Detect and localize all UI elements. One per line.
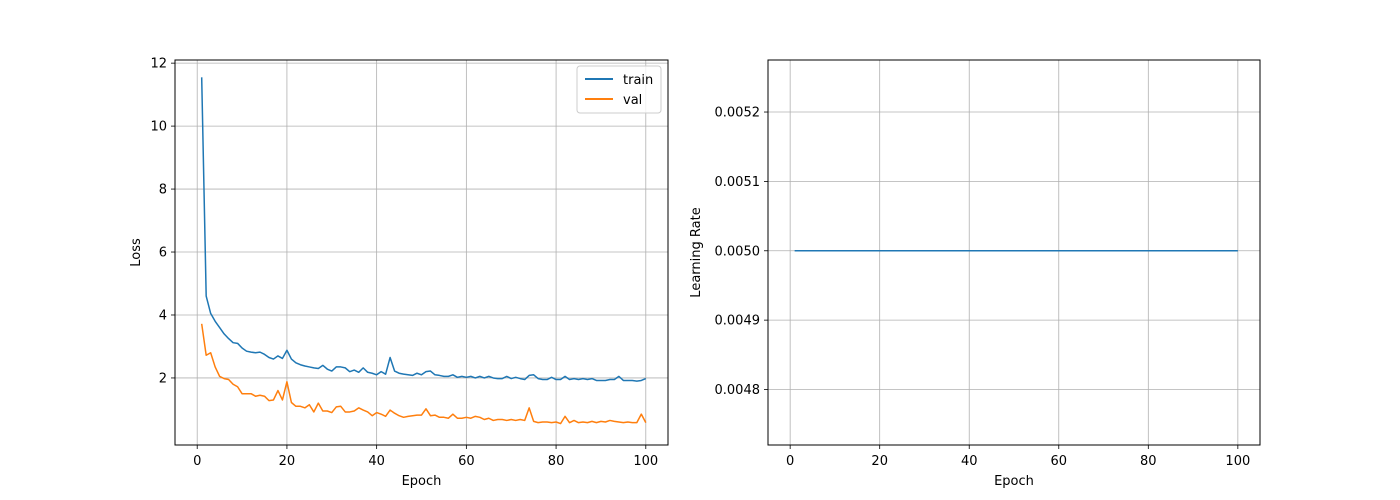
loss-val-line	[200, 323, 647, 425]
loss-y-axis-label: Loss	[129, 238, 144, 267]
loss-grid	[175, 60, 668, 445]
learning-rate-chart: 0 20 40 60 80 100 0.0048 0.0049 0.0050 0.0051 0.00…	[689, 59, 1261, 489]
loss-x-tick-label: 80	[548, 454, 565, 469]
loss-plot-area	[175, 60, 668, 445]
loss-y-tick-label: 6	[159, 246, 167, 261]
loss-y-tick-label: 10	[150, 120, 167, 135]
loss-y-tick-label: 4	[159, 308, 167, 323]
loss-x-tick-label: 60	[458, 454, 475, 469]
lr-x-tick-label: 0	[786, 454, 794, 469]
lr-plot-area	[768, 60, 1260, 445]
loss-x-tick-label: 0	[193, 454, 201, 469]
lr-y-axis-label: Learning Rate	[689, 207, 704, 297]
loss-x-axis-label: Epoch	[402, 474, 442, 489]
lr-x-tick-label: 20	[871, 454, 888, 469]
lr-y-tick-label: 0.0050	[715, 244, 761, 259]
lr-y-tick-label: 0.0051	[715, 175, 761, 190]
legend-train-label: train	[623, 73, 653, 88]
lr-y-tick-label: 0.0048	[715, 383, 761, 398]
lr-x-tick-label: 60	[1050, 454, 1067, 469]
loss-x-tick-label: 20	[279, 454, 296, 469]
loss-series	[200, 77, 647, 425]
lr-y-tick-label: 0.0049	[715, 314, 761, 329]
loss-y-tick-label: 8	[159, 183, 167, 198]
loss-train-line	[200, 77, 647, 382]
lr-x-axis-label: Epoch	[994, 474, 1034, 489]
loss-y-tick-label: 12	[150, 57, 167, 72]
loss-y-tick-label: 2	[159, 371, 167, 386]
lr-axes-frame	[767, 59, 1261, 446]
lr-y-tick-label: 0.0052	[715, 106, 761, 121]
loss-chart: 0 20 40 60 80 100 2 4 6 8 10 12 Epoch Loss train va…	[129, 57, 669, 489]
lr-x-tick-label: 40	[961, 454, 978, 469]
lr-x-tick-label: 100	[1225, 454, 1250, 469]
loss-axes-frame	[174, 59, 669, 446]
legend-box	[576, 65, 662, 114]
loss-ticks: 0 20 40 60 80 100 2 4 6 8 10 12	[150, 57, 658, 469]
loss-x-tick-label: 100	[633, 454, 658, 469]
loss-legend: train val	[576, 65, 662, 114]
lr-ticks: 0 20 40 60 80 100 0.0048 0.0049 0.0050 0.0051 0.00…	[715, 106, 1251, 469]
lr-x-tick-label: 80	[1140, 454, 1157, 469]
loss-x-tick-label: 40	[368, 454, 385, 469]
legend-val-label: val	[623, 93, 642, 108]
